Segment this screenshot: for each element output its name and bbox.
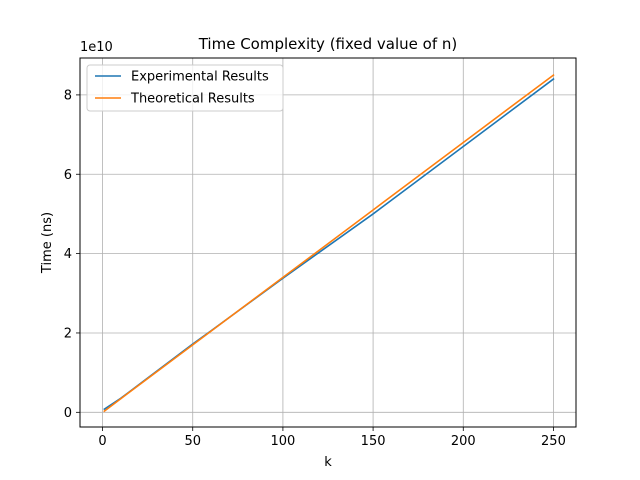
y-axis-title: Time (ns) bbox=[40, 212, 55, 274]
chart-title: Time Complexity (fixed value of n) bbox=[198, 35, 458, 53]
legend-items: Experimental Results Theoretical Results bbox=[95, 70, 269, 107]
y-tick-label: 6 bbox=[64, 168, 72, 183]
y-tick-label: 2 bbox=[64, 326, 72, 341]
x-tick-label: 100 bbox=[270, 434, 295, 449]
x-tick-label: 250 bbox=[541, 434, 566, 449]
legend-label-1: Experimental Results bbox=[131, 70, 269, 85]
legend-box bbox=[86, 64, 284, 112]
legend-label-2: Theoretical Results bbox=[130, 92, 255, 107]
axis-ticks: 0 50 100 150 200 250 0 2 4 6 8 bbox=[64, 88, 566, 449]
x-axis-title: k bbox=[324, 455, 332, 470]
x-tick-label: 0 bbox=[98, 434, 106, 449]
plot-frame bbox=[79, 57, 577, 428]
x-tick-label: 200 bbox=[451, 434, 476, 449]
x-tick-label: 50 bbox=[184, 434, 201, 449]
y-axis-offset-label: 1e10 bbox=[80, 40, 113, 55]
series-lines bbox=[103, 73, 555, 413]
grid-lines bbox=[80, 58, 576, 427]
series-line-2 bbox=[103, 73, 555, 413]
legend: Experimental Results Theoretical Results bbox=[86, 64, 284, 112]
y-tick-label: 8 bbox=[64, 88, 72, 103]
y-tick-label: 4 bbox=[64, 247, 72, 262]
y-tick-label: 0 bbox=[64, 406, 72, 421]
x-tick-label: 150 bbox=[361, 434, 386, 449]
